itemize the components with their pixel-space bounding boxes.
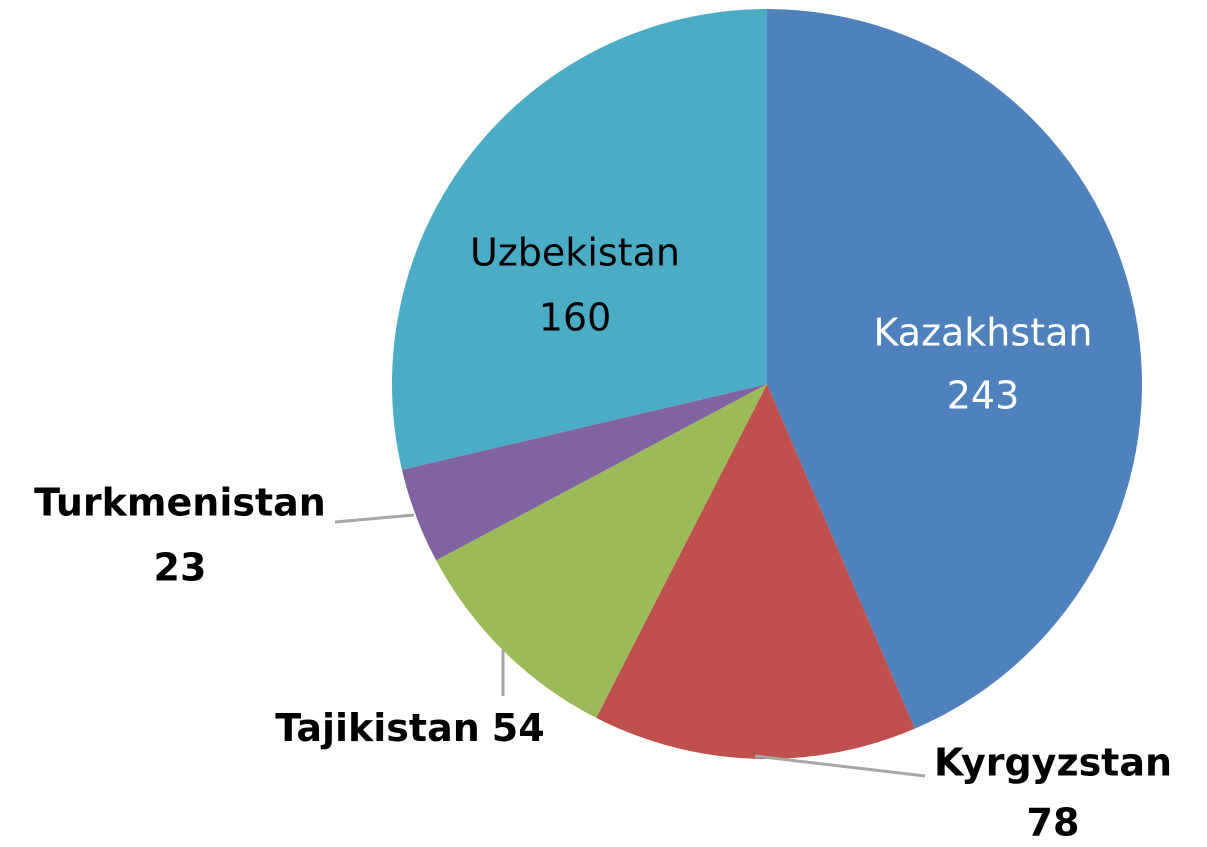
category-label: Kazakhstan	[874, 311, 1093, 355]
leader-line	[334, 513, 415, 524]
category-label: Uzbekistan	[470, 231, 680, 275]
value-label: 54	[492, 706, 545, 750]
category-label: Tajikistan	[275, 706, 480, 750]
value-label: 243	[947, 374, 1020, 418]
pie-slice	[401, 384, 767, 561]
data-label: Tajikistan 54	[275, 706, 544, 750]
value-label: 78	[1027, 801, 1080, 845]
pie-slice	[391, 9, 767, 470]
value-label: 23	[154, 546, 207, 590]
value-label: 160	[539, 296, 612, 340]
pie-slice	[767, 9, 1142, 729]
category-label: Turkmenistan	[34, 481, 326, 525]
category-label: Kyrgyzstan	[934, 741, 1172, 785]
pie-slice	[436, 384, 767, 718]
pie-slice	[596, 384, 915, 759]
leader-line	[754, 754, 926, 778]
